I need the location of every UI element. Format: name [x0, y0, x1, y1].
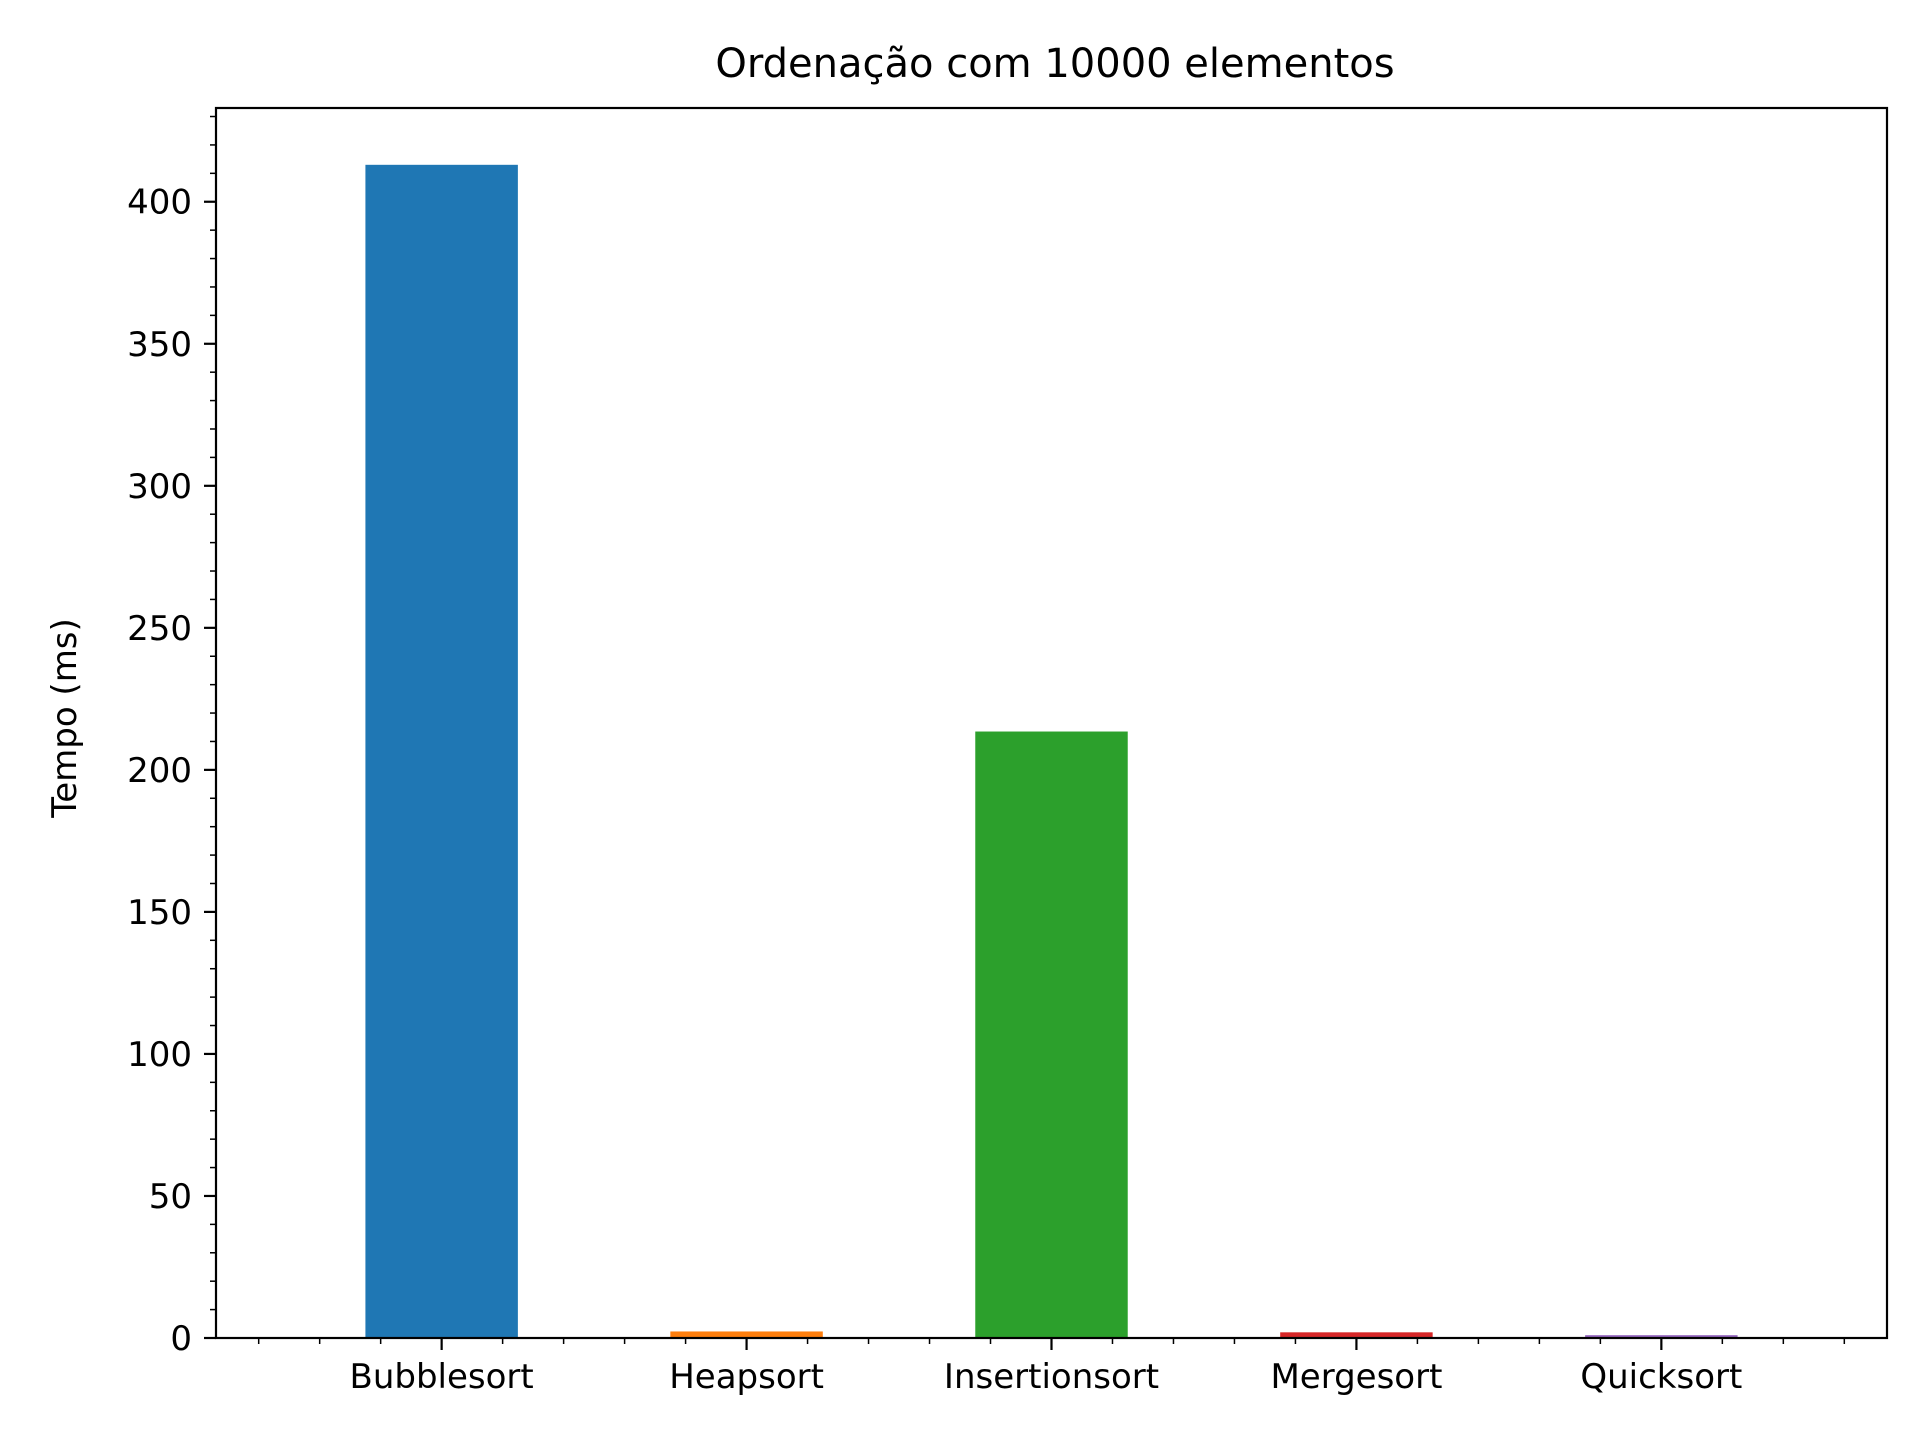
bar-mergesort — [1280, 1332, 1433, 1338]
plot-frame — [214, 106, 1889, 1340]
y-tick-label: 50 — [149, 1177, 192, 1217]
bar-insertionsort — [975, 731, 1128, 1338]
y-tick-label: 400 — [127, 183, 192, 223]
bar-quicksort — [1585, 1335, 1738, 1338]
plot-area: 0 50 100 150 200 250 300 350 400 Bubblesort Heapso… — [127, 115, 1846, 1397]
bar-heapsort — [670, 1331, 823, 1338]
x-tick-label: Insertionsort — [944, 1357, 1159, 1397]
y-tick-label: 150 — [127, 893, 192, 933]
x-tick-label: Bubblesort — [350, 1357, 534, 1397]
bar-bubblesort — [365, 164, 518, 1338]
y-tick-label: 0 — [170, 1319, 192, 1359]
chart-title: Ordenação com 10000 elementos — [715, 41, 1394, 87]
x-tick-label: Mergesort — [1270, 1357, 1442, 1397]
x-tick-label: Quicksort — [1580, 1357, 1742, 1397]
y-tick-label: 300 — [127, 467, 192, 507]
x-tick-label: Heapsort — [669, 1357, 824, 1397]
y-tick-label: 200 — [127, 751, 192, 791]
y-axis-label: Tempo (ms) — [45, 618, 85, 819]
y-tick-label: 250 — [127, 609, 192, 649]
y-tick-label: 100 — [127, 1035, 192, 1075]
y-tick-label: 350 — [127, 325, 192, 365]
